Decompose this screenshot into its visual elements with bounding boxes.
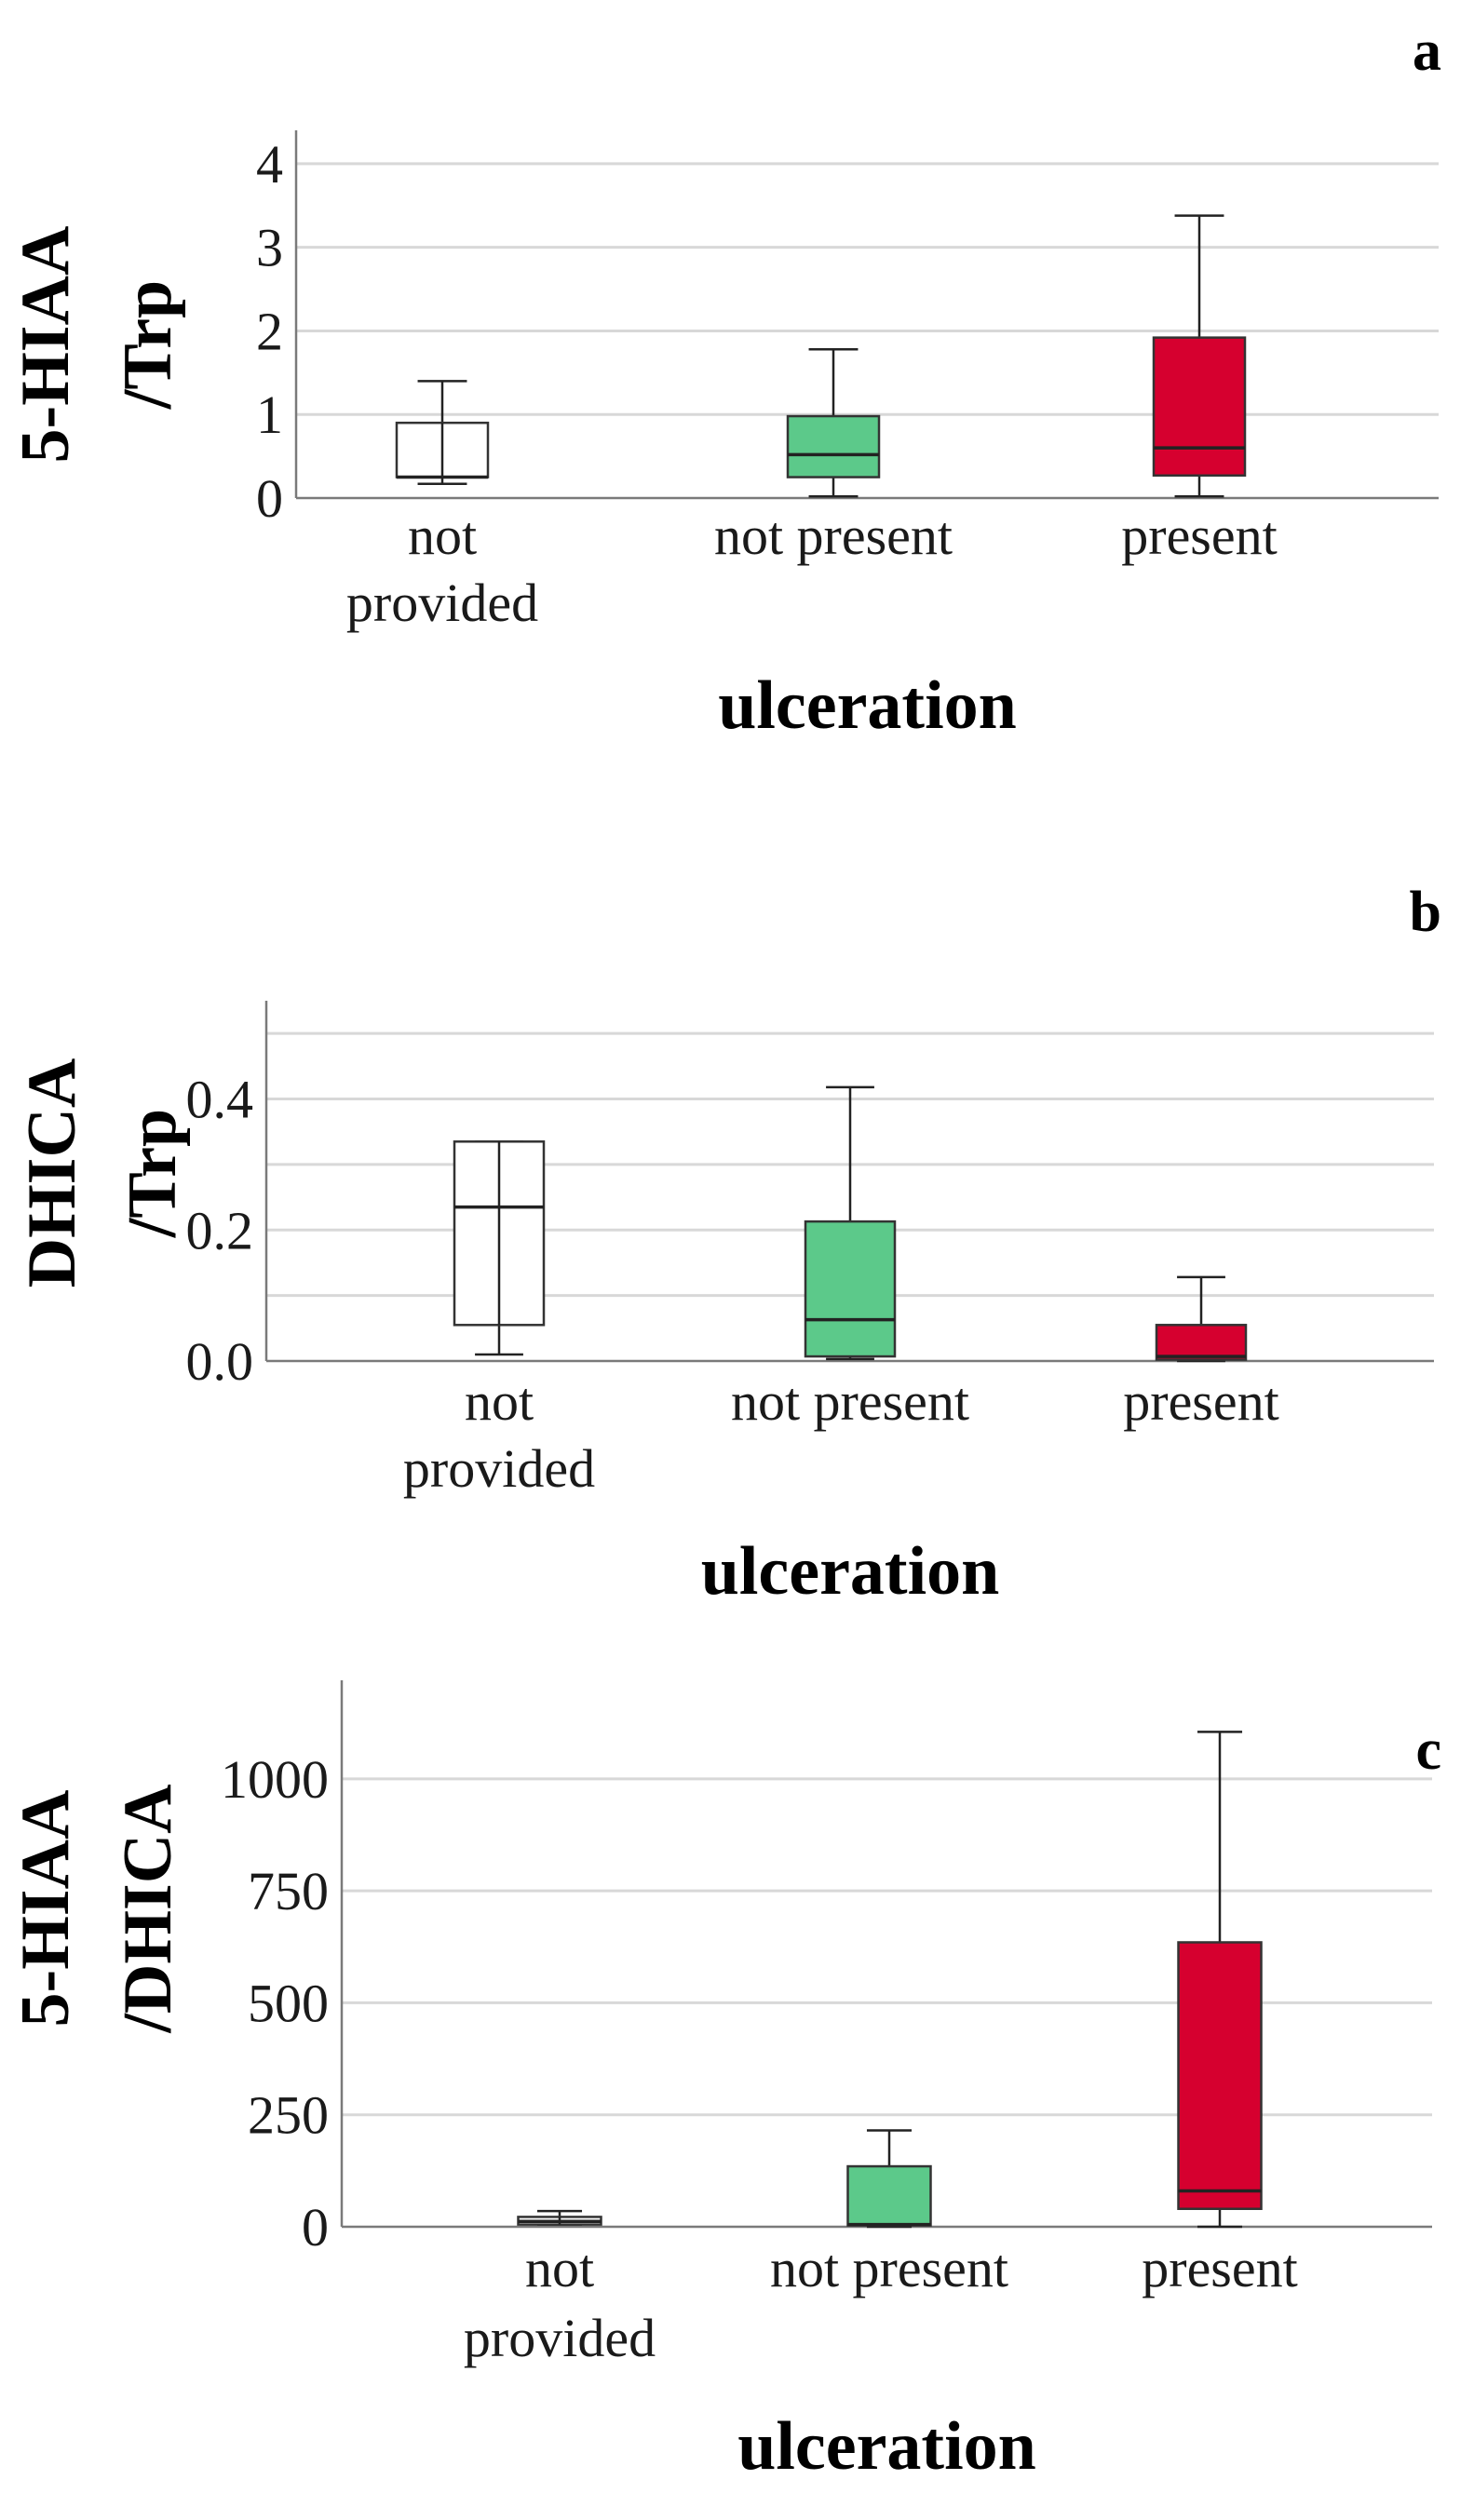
y-axis-title: /DHICA xyxy=(110,1784,186,2033)
y-tick-label: 0 xyxy=(256,468,283,529)
panel-a: 0 1 2 3 4 not provided not present present ulcera… xyxy=(7,20,1441,744)
panel-letter: c xyxy=(1415,1718,1441,1782)
y-tick-label: 0 xyxy=(302,2197,329,2257)
box-present xyxy=(1177,1731,1263,2229)
box-present xyxy=(1155,1275,1248,1363)
y-axis-title: /Trp xyxy=(115,1109,191,1238)
panel-c: 0 250 500 750 1000 not provided not present pres… xyxy=(7,1680,1441,2485)
box-not-present xyxy=(804,1085,897,1361)
x-category-label: provided xyxy=(403,1438,595,1499)
x-category-label: not present xyxy=(714,505,953,566)
box-not-present xyxy=(786,347,881,498)
x-category-label: present xyxy=(1142,2238,1298,2298)
box-iqr xyxy=(804,1220,897,1358)
panel-letter: a xyxy=(1413,20,1441,83)
x-category-label: not xyxy=(465,1371,534,1432)
x-category-label: not xyxy=(408,505,477,566)
box-not-present xyxy=(846,2129,932,2229)
x-category-label: provided xyxy=(464,2308,656,2368)
panel-letter: b xyxy=(1410,881,1441,944)
y-axis-title: 5-HIAA xyxy=(7,226,84,464)
box-iqr xyxy=(1155,1324,1248,1361)
y-tick-label: 4 xyxy=(256,134,283,195)
box-iqr xyxy=(1177,1941,1263,2211)
y-axis-title: DHICA xyxy=(14,1058,90,1288)
y-axis-title: 5-HIAA xyxy=(7,1790,84,2028)
y-tick-label: 1 xyxy=(256,384,283,445)
x-category-label: not present xyxy=(731,1371,969,1432)
x-category-label: provided xyxy=(346,573,538,633)
box-not-provided xyxy=(395,380,490,485)
x-category-label: not present xyxy=(770,2238,1008,2298)
box-iqr xyxy=(786,414,881,478)
y-tick-label: 2 xyxy=(256,301,283,361)
y-axis-title: /Trp xyxy=(110,280,186,410)
y-tick-label: 0.0 xyxy=(186,1331,254,1392)
x-category-label: present xyxy=(1121,505,1278,566)
y-tick-label: 750 xyxy=(248,1861,329,1921)
box-not-provided xyxy=(453,1140,546,1356)
y-tick-label: 3 xyxy=(256,218,283,278)
x-category-label: not xyxy=(525,2238,594,2298)
y-tick-label: 1000 xyxy=(221,1749,329,1810)
y-tick-label: 500 xyxy=(248,1973,329,2033)
x-axis-title: ulceration xyxy=(718,667,1017,744)
y-tick-label: 250 xyxy=(248,2085,329,2146)
x-category-label: present xyxy=(1123,1371,1279,1432)
y-tick-label: 0.4 xyxy=(186,1070,254,1130)
box-present xyxy=(1152,214,1247,498)
x-axis-title: ulceration xyxy=(737,2408,1036,2485)
y-tick-label: 0.2 xyxy=(186,1200,254,1260)
x-axis-title: ulceration xyxy=(701,1533,1000,1610)
box-iqr xyxy=(1152,336,1247,478)
box-not-provided xyxy=(517,2209,602,2226)
box-iqr xyxy=(846,2164,932,2227)
